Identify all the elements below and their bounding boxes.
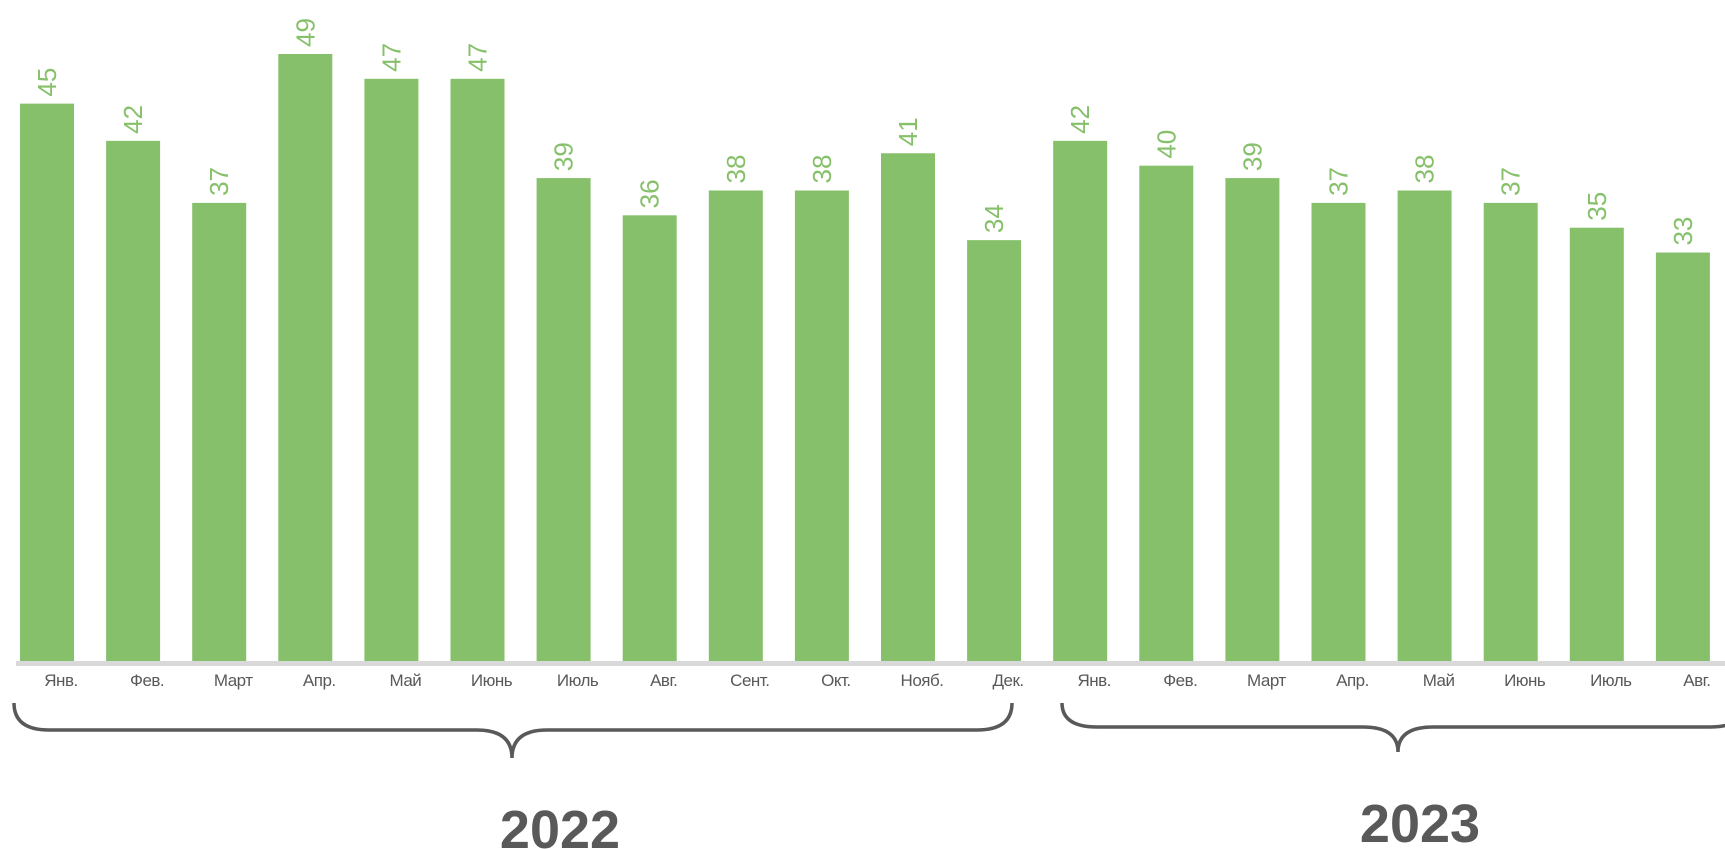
bar-12 <box>1053 140 1108 662</box>
x-tick-label-9: Окт. <box>821 671 850 690</box>
x-tick-label-19: Авг. <box>1683 671 1710 690</box>
bar-9 <box>794 190 849 662</box>
bar-value-label-11: 34 <box>979 204 1009 233</box>
bar-15 <box>1311 202 1366 663</box>
bar-value-label-4: 47 <box>376 43 406 72</box>
bar-16 <box>1397 190 1452 662</box>
x-tick-label-5: Июнь <box>471 671 513 690</box>
bar-7 <box>622 215 677 662</box>
year-label-2022: 2022 <box>500 800 620 849</box>
bar-value-label-16: 38 <box>1410 155 1440 184</box>
bar-19 <box>1655 252 1710 662</box>
x-tick-label-14: Март <box>1247 671 1286 690</box>
bar-value-label-18: 35 <box>1582 192 1612 221</box>
bar-value-label-14: 39 <box>1237 142 1267 171</box>
bar-4 <box>364 78 419 662</box>
bar-value-label-12: 42 <box>1065 105 1095 134</box>
bar-value-label-1: 42 <box>118 105 148 134</box>
bar-value-label-0: 45 <box>32 68 62 97</box>
bar-value-label-13: 40 <box>1151 130 1181 159</box>
x-tick-label-18: Июль <box>1590 671 1632 690</box>
bar-8 <box>708 190 763 662</box>
bar-value-label-2: 37 <box>204 167 234 196</box>
x-tick-label-16: Май <box>1423 671 1455 690</box>
x-tick-label-0: Янв. <box>44 671 77 690</box>
year-brace-2023 <box>1060 702 1725 753</box>
bar-value-label-10: 41 <box>893 117 923 146</box>
year-label-2023: 2023 <box>1360 794 1480 849</box>
bar-5 <box>450 78 505 662</box>
x-tick-label-6: Июль <box>557 671 599 690</box>
bar-1 <box>106 140 161 662</box>
bar-11 <box>967 240 1022 663</box>
bar-value-label-5: 47 <box>463 43 493 72</box>
bar-13 <box>1139 165 1194 662</box>
bar-value-label-8: 38 <box>721 155 751 184</box>
x-tick-label-15: Апр. <box>1336 671 1369 690</box>
bar-value-label-7: 36 <box>635 179 665 208</box>
x-tick-label-3: Апр. <box>303 671 336 690</box>
bar-17 <box>1483 202 1538 663</box>
tick-labels-layer: Янв. Фев. Март Апр. Май Июнь Июль Авг. Сент. Окт.… <box>44 671 1711 690</box>
bar-10 <box>881 153 935 662</box>
bar-value-label-17: 37 <box>1496 167 1526 196</box>
x-tick-label-8: Сент. <box>730 671 769 690</box>
bar-0 <box>20 103 74 663</box>
x-tick-label-10: Нояб. <box>901 671 944 690</box>
x-tick-label-4: Май <box>389 671 421 690</box>
x-tick-label-1: Фев. <box>130 671 164 690</box>
bar-value-label-15: 37 <box>1324 167 1354 196</box>
bars-layer: 45 42 37 49 47 47 39 36 38 38 41 34 42 40 39 37 38 37 35 33 <box>20 18 1710 663</box>
x-tick-label-13: Фев. <box>1163 671 1197 690</box>
year-brace-2022 <box>12 702 1014 759</box>
bar-value-label-19: 33 <box>1668 217 1698 246</box>
bar-2 <box>192 202 247 663</box>
bar-value-label-3: 49 <box>290 18 320 47</box>
year-groups-layer: 2022 2023 <box>12 702 1725 849</box>
bar-3 <box>278 54 333 662</box>
bar-18 <box>1569 227 1624 662</box>
bar-14 <box>1225 178 1280 662</box>
x-tick-label-12: Янв. <box>1077 671 1110 690</box>
bar-value-label-9: 38 <box>807 155 837 184</box>
x-tick-label-7: Авг. <box>650 671 677 690</box>
bar-6 <box>536 178 591 662</box>
bar-value-label-6: 39 <box>549 142 579 171</box>
x-tick-label-11: Дек. <box>993 671 1024 690</box>
x-tick-label-2: Март <box>214 671 253 690</box>
x-tick-label-17: Июнь <box>1504 671 1546 690</box>
